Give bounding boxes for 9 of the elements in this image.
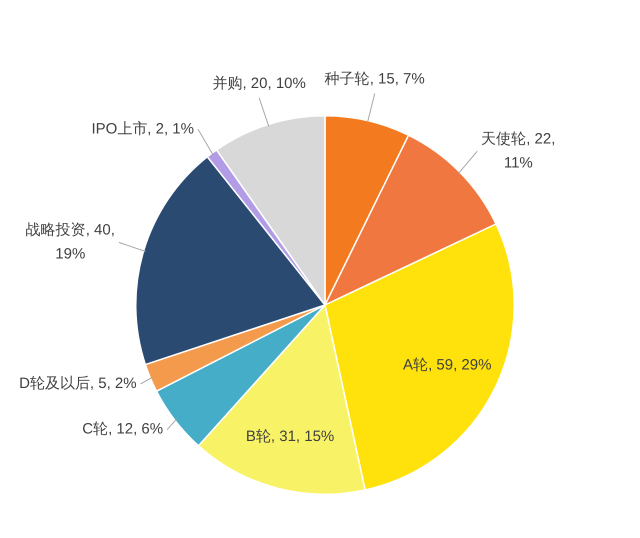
slice-label: C轮, 12, 6% xyxy=(82,420,164,438)
slice-label: B轮, 31, 15% xyxy=(246,428,334,445)
slice-label: 种子轮, 15, 7% xyxy=(324,70,425,88)
slice-label: 天使轮, 22, 11% xyxy=(481,130,556,172)
slice-label: D轮及以后, 5, 2% xyxy=(19,375,137,392)
slice-label: IPO上市, 2, 1% xyxy=(91,120,194,138)
slice-label: 战略投资, 40, 19% xyxy=(26,221,115,262)
slice-label: A轮, 59, 29% xyxy=(403,356,492,374)
slice-label: 并购, 20, 10% xyxy=(212,75,306,92)
